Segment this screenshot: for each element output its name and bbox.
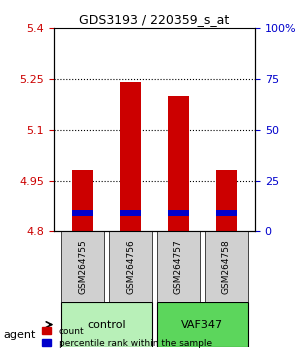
Legend: count, percentile rank within the sample: count, percentile rank within the sample [40,325,214,349]
FancyBboxPatch shape [205,231,248,302]
FancyBboxPatch shape [109,231,152,302]
Text: GSM264758: GSM264758 [222,239,231,294]
Bar [120,82,141,231]
FancyBboxPatch shape [61,302,152,347]
FancyBboxPatch shape [157,231,200,302]
Text: GSM264757: GSM264757 [174,239,183,294]
Bar [120,210,141,216]
FancyBboxPatch shape [157,302,248,347]
Text: control: control [87,320,126,330]
Bar [168,210,189,216]
Bar [72,210,94,216]
Bar [72,170,94,231]
Text: VAF347: VAF347 [181,320,224,330]
Text: agent: agent [3,330,35,339]
Text: GSM264756: GSM264756 [126,239,135,294]
Text: GSM264755: GSM264755 [78,239,87,294]
FancyBboxPatch shape [61,231,104,302]
Title: GDS3193 / 220359_s_at: GDS3193 / 220359_s_at [80,13,230,26]
Bar [215,170,237,231]
Bar [168,96,189,231]
Bar [215,210,237,216]
